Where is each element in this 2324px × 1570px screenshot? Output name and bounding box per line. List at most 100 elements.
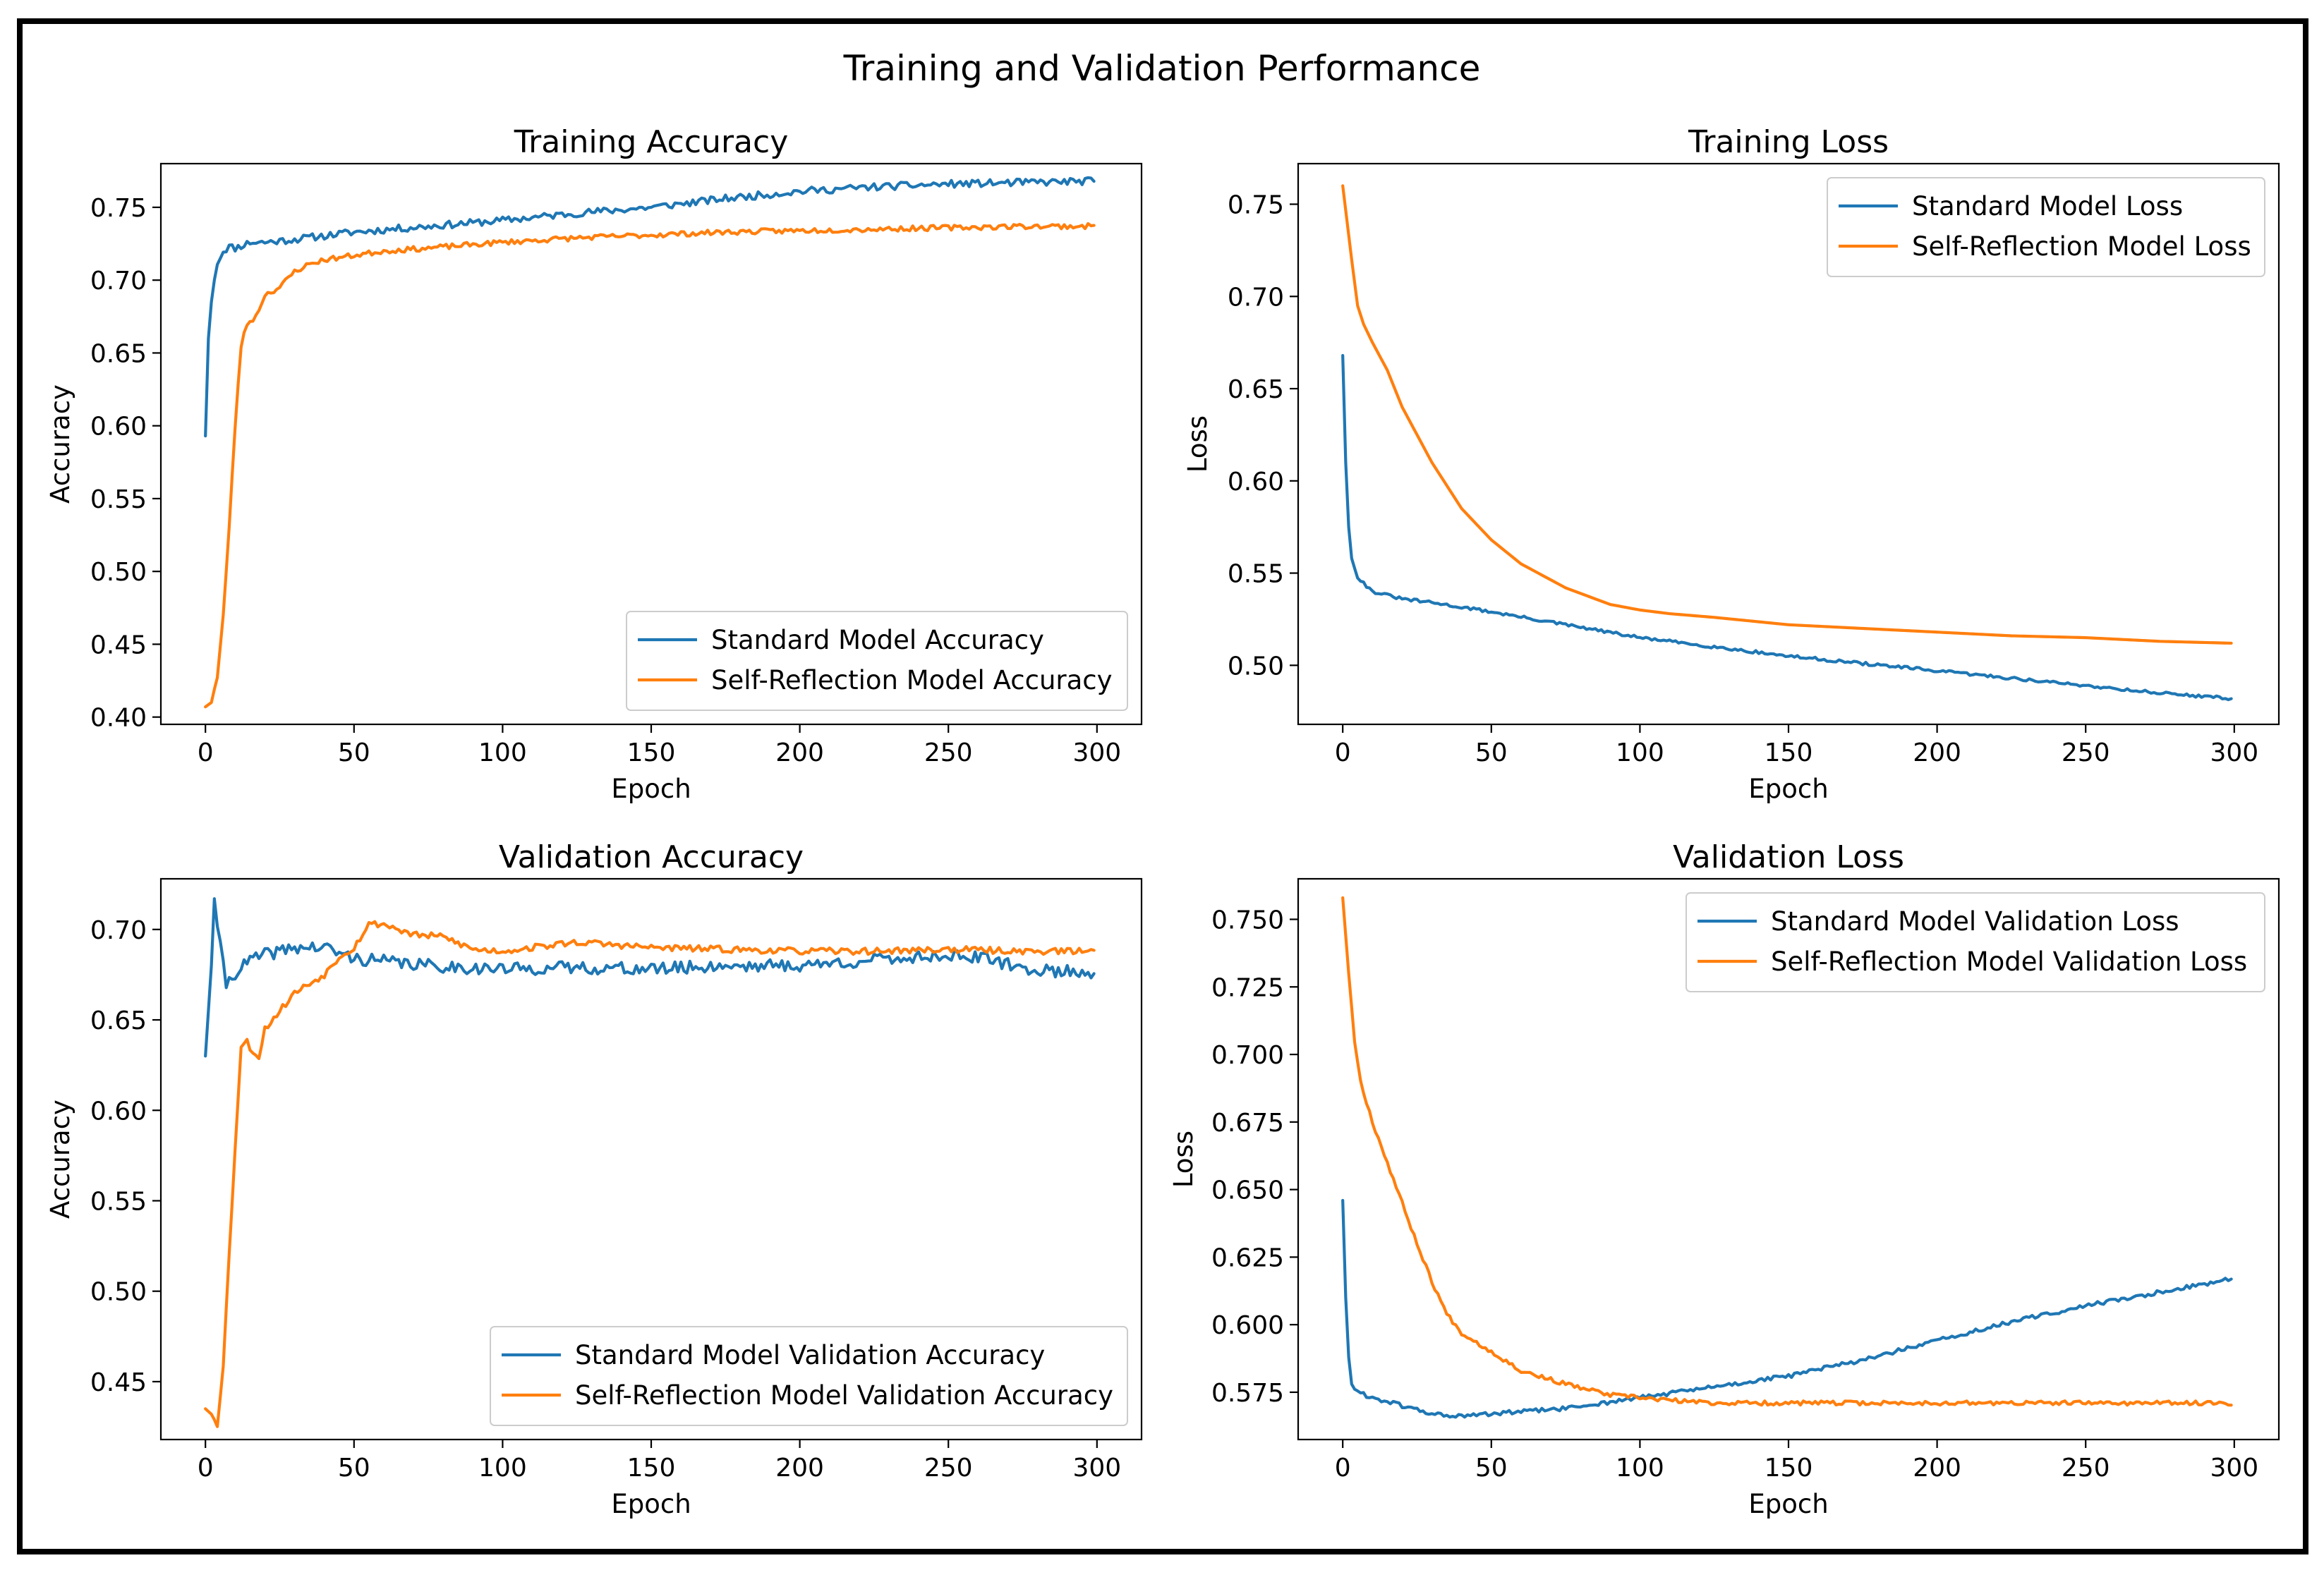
legend-label: Self-Reflection Model Accuracy (711, 665, 1113, 695)
y-tick-label: 0.675 (1211, 1109, 1284, 1138)
panel-title: Training Loss (1688, 124, 1889, 160)
x-tick-label: 50 (338, 1454, 370, 1483)
y-tick-label: 0.45 (90, 631, 147, 659)
subplot-train-acc: Training Accuracy 0 50 100 150 200 250 300 0.40 0… (45, 124, 1143, 804)
legend: Standard Model Loss Self-Reflection Model… (1827, 177, 2265, 277)
y-tick-label: 0.70 (90, 916, 147, 945)
legend-label: Standard Model Validation Loss (1771, 906, 2179, 937)
series-line-self-reflection (1341, 896, 2233, 1407)
x-tick-label: 100 (1616, 738, 1664, 767)
x-tick-label: 0 (1335, 1454, 1351, 1483)
x-tick-label: 300 (1072, 1454, 1121, 1483)
legend-box (1827, 177, 2265, 277)
y-tick-label: 0.55 (90, 485, 147, 514)
y-tick-label: 0.65 (90, 1006, 147, 1035)
y-tick-label: 0.700 (1211, 1041, 1284, 1070)
series-line-self-reflection (204, 221, 1096, 709)
series-line-self-reflection (1341, 184, 2233, 645)
x-tick-label: 300 (1072, 738, 1121, 767)
y-tick-label: 0.40 (90, 704, 147, 733)
x-tick-label: 250 (924, 1454, 973, 1483)
y-tick-label: 0.60 (90, 1097, 147, 1126)
legend-box (626, 611, 1128, 711)
panel-title: Validation Accuracy (499, 839, 804, 875)
x-axis-label: Epoch (611, 774, 691, 804)
y-tick-label: 0.65 (90, 339, 147, 368)
y-tick-label: 0.60 (1228, 468, 1284, 497)
legend-label: Self-Reflection Model Loss (1912, 231, 2251, 262)
x-tick-label: 250 (2062, 1454, 2110, 1483)
x-tick-label: 150 (627, 1454, 676, 1483)
legend-label: Standard Model Validation Accuracy (575, 1340, 1045, 1370)
legend-label: Standard Model Loss (1912, 191, 2183, 221)
x-tick-label: 300 (2210, 1454, 2258, 1483)
y-axis-label: Loss (1182, 415, 1213, 473)
y-tick-label: 0.650 (1211, 1176, 1284, 1205)
x-tick-label: 150 (627, 738, 676, 767)
x-tick-label: 150 (1765, 738, 1813, 767)
legend-label: Self-Reflection Model Validation Loss (1771, 947, 2247, 977)
legend: Standard Model Validation Accuracy Self-R… (490, 1326, 1128, 1426)
series-line-self-reflection (204, 920, 1096, 1428)
y-tick-label: 0.75 (90, 194, 147, 223)
y-tick-label: 0.50 (90, 1278, 147, 1307)
x-tick-label: 200 (775, 738, 824, 767)
y-tick-label: 0.70 (90, 267, 147, 296)
subplot-val-acc: Validation Accuracy 0 50 100 150 200 250 300 0.4… (45, 839, 1143, 1519)
x-tick-label: 250 (2062, 738, 2110, 767)
subplot-val-loss: Validation Loss 0 50 100 150 200 250 300 0.575 0.… (1168, 839, 2280, 1519)
x-tick-label: 0 (198, 738, 214, 767)
x-tick-label: 100 (478, 1454, 527, 1483)
x-axis-label: Epoch (1748, 1489, 1828, 1519)
y-tick-label: 0.750 (1211, 906, 1284, 935)
panel-title: Validation Loss (1673, 839, 1904, 875)
x-tick-label: 200 (1913, 1454, 1961, 1483)
series-line-standard (1341, 1198, 2233, 1419)
x-tick-label: 300 (2210, 738, 2258, 767)
y-tick-label: 0.575 (1211, 1379, 1284, 1408)
x-tick-label: 100 (478, 738, 527, 767)
subplot-train-loss: Training Loss 0 50 100 150 200 250 300 0.50 0.55 0… (1182, 124, 2280, 804)
legend: Standard Model Validation Loss Self-Refle… (1685, 892, 2265, 992)
x-tick-label: 0 (1335, 738, 1351, 767)
x-axis-label: Epoch (1748, 774, 1828, 804)
y-tick-label: 0.50 (90, 558, 147, 587)
panel-title: Training Accuracy (514, 124, 788, 160)
y-tick-label: 0.70 (1228, 283, 1284, 312)
y-axis-label: Accuracy (45, 384, 75, 504)
y-tick-label: 0.55 (1228, 560, 1284, 589)
y-tick-label: 0.75 (1228, 191, 1284, 220)
x-tick-label: 50 (1475, 738, 1508, 767)
y-tick-label: 0.600 (1211, 1311, 1284, 1340)
x-tick-label: 100 (1616, 1454, 1664, 1483)
figure-border (17, 18, 2308, 1554)
legend-box (1685, 892, 2265, 992)
x-tick-label: 50 (338, 738, 370, 767)
series-line-standard (1341, 353, 2233, 702)
y-axis-label: Accuracy (45, 1100, 75, 1219)
x-tick-label: 200 (775, 1454, 824, 1483)
y-tick-label: 0.60 (90, 413, 147, 442)
y-tick-label: 0.50 (1228, 652, 1284, 681)
legend: Standard Model Accuracy Self-Reflection M… (626, 611, 1128, 711)
y-tick-label: 0.725 (1211, 973, 1284, 1002)
y-tick-label: 0.55 (90, 1187, 147, 1216)
x-tick-label: 200 (1913, 738, 1961, 767)
legend-label: Standard Model Accuracy (711, 625, 1044, 655)
series-line-standard (204, 176, 1096, 438)
subplot-grid: Training Accuracy 0 50 100 150 200 250 300 0.40 0… (45, 124, 2280, 1519)
figure-suptitle: Training and Validation Performance (843, 48, 1481, 89)
x-tick-label: 50 (1475, 1454, 1508, 1483)
legend-box (490, 1326, 1128, 1426)
x-axis-label: Epoch (611, 1489, 691, 1519)
x-tick-label: 250 (924, 738, 973, 767)
x-tick-label: 150 (1765, 1454, 1813, 1483)
y-tick-label: 0.45 (90, 1368, 147, 1397)
y-axis-label: Loss (1168, 1131, 1199, 1188)
y-tick-label: 0.625 (1211, 1243, 1284, 1272)
x-tick-label: 0 (198, 1454, 214, 1483)
legend-label: Self-Reflection Model Validation Accurac… (575, 1380, 1113, 1411)
series-line-standard (204, 897, 1096, 1058)
y-tick-label: 0.65 (1228, 375, 1284, 404)
